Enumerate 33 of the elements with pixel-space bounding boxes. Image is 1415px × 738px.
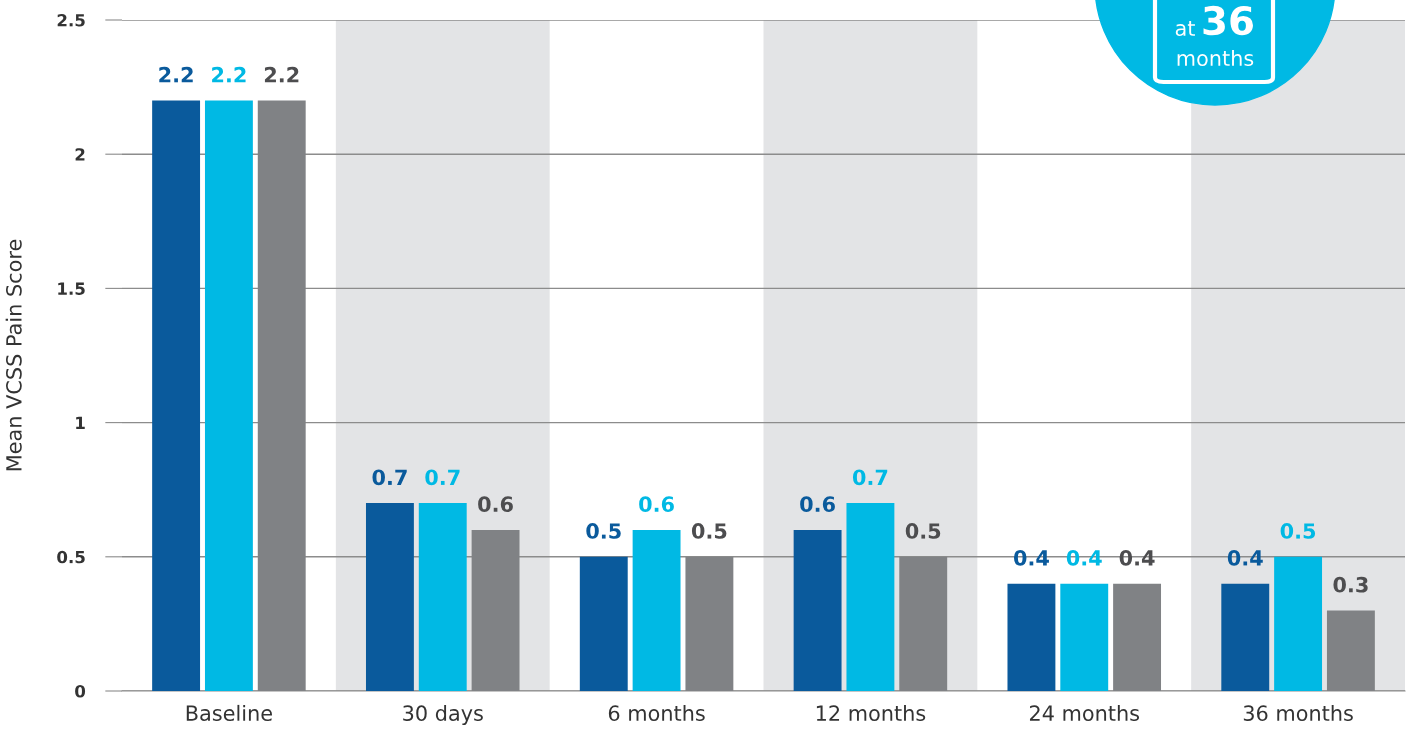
x-tick-label: 6 months <box>608 704 705 722</box>
annotation: 36 <box>1203 5 1253 36</box>
data-label: 2.2 <box>264 66 299 83</box>
annotation: months <box>1177 49 1254 67</box>
y-axis-title: Mean VCSS Pain Score <box>5 239 22 471</box>
data-label: 0.7 <box>852 469 888 486</box>
y-tick-label: 2.5 <box>57 13 85 27</box>
data-label: 0.5 <box>1280 523 1316 539</box>
x-tick-label: 30 days <box>403 704 483 726</box>
data-label: 0.7 <box>372 469 407 486</box>
y-tick-label: 2 <box>75 148 85 161</box>
data-label: 0.6 <box>639 496 674 513</box>
annotation: at <box>1175 21 1195 37</box>
data-label: 0.5 <box>691 523 727 539</box>
data-label: 0.7 <box>425 469 460 486</box>
data-label: 0.4 <box>1013 549 1049 566</box>
y-tick-label: 0.5 <box>57 550 85 564</box>
y-tick-label: 1 <box>76 416 85 429</box>
data-label: 0.4 <box>1066 549 1102 566</box>
x-tick-label: 24 months <box>1029 704 1140 722</box>
x-tick-label: 36 months <box>1243 704 1353 722</box>
data-label: 2.2 <box>159 66 193 83</box>
data-label: 0.3 <box>1333 576 1368 593</box>
y-tick-label: 1.5 <box>58 282 85 295</box>
data-label: 2.2 <box>212 66 246 83</box>
data-label: 0.4 <box>1227 549 1263 566</box>
y-tick-label: 0 <box>75 684 86 698</box>
data-label: 0.6 <box>478 496 513 513</box>
data-label: 0.5 <box>905 523 941 539</box>
x-tick-label: Baseline <box>186 704 272 722</box>
data-label: 0.6 <box>800 496 835 513</box>
data-label: 0.5 <box>586 523 621 539</box>
x-tick-label: 12 months <box>816 704 926 722</box>
